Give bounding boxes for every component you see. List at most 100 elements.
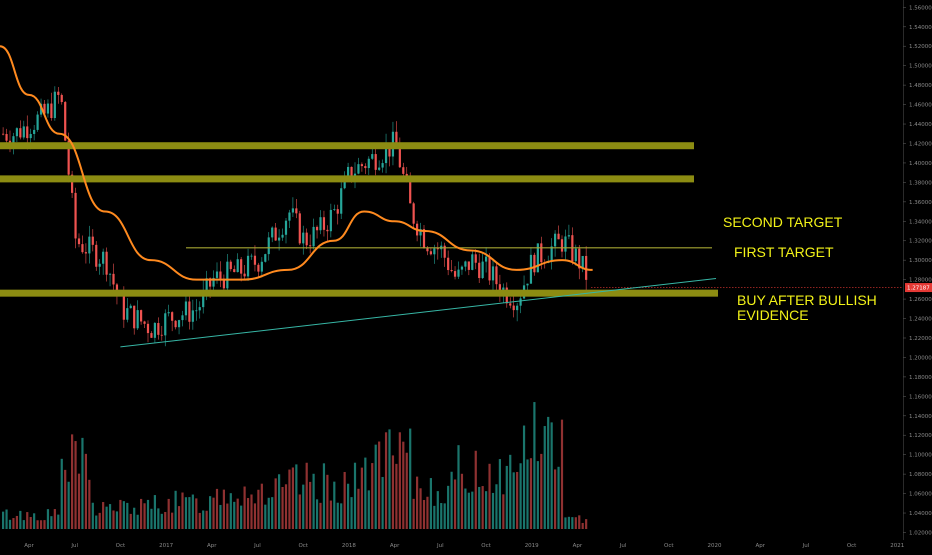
volume-bar (491, 492, 495, 529)
volume-bar (360, 467, 363, 529)
candle-body (312, 226, 315, 247)
volume-bar (46, 509, 50, 529)
volume-bar (288, 469, 291, 529)
annotation-evidence: EVIDENCE (737, 307, 809, 323)
candle-body (150, 333, 153, 338)
volume-bar (533, 402, 536, 529)
y-tick-label: 1.32000 (909, 239, 932, 245)
volume-bar (481, 486, 484, 529)
y-tick-label: 1.26000 (909, 297, 932, 303)
volume-bar (77, 473, 81, 529)
current-price-tag: 1.27187 (905, 283, 932, 293)
candle-body (129, 305, 132, 309)
candle-body (167, 312, 170, 314)
volume-bar (398, 432, 401, 529)
y-tick-label: 1.48000 (909, 83, 932, 89)
y-tick-label: 1.38000 (909, 180, 932, 186)
candle-body (57, 91, 60, 95)
volume-bar (374, 444, 377, 529)
candle-body (433, 248, 436, 255)
x-tick-label: Oct (664, 543, 674, 549)
candle-body (529, 254, 533, 284)
y-tick-label: 1.36000 (909, 200, 932, 206)
volume-bar (50, 516, 53, 529)
candle-body (243, 273, 246, 277)
volume-bar (367, 490, 370, 529)
volume-bar (447, 485, 450, 529)
candle-body (464, 261, 467, 267)
volume-bar (560, 419, 564, 529)
volume-bar (274, 478, 277, 529)
candle-body (195, 310, 198, 312)
candlesticks (2, 86, 588, 347)
candle-body (302, 232, 305, 244)
y-tick-label: 1.08000 (909, 472, 932, 478)
y-axis-ticks[interactable]: 1.56000 1.54000 1.52000 1.50000 1.48000 1.460… (903, 5, 932, 536)
volume-bar (53, 509, 56, 529)
volume-bar (536, 461, 539, 529)
volume-bar (322, 463, 326, 529)
candle-body (105, 251, 108, 275)
volume-bar (409, 428, 412, 529)
y-tick-label: 1.54000 (909, 25, 932, 31)
volume-bar (478, 486, 481, 529)
volume-bar (5, 509, 8, 529)
volume-bar (522, 425, 526, 529)
volume-bar (309, 481, 312, 529)
candle-body (184, 301, 188, 316)
candle-body (485, 256, 488, 262)
volume-bar (250, 494, 253, 529)
candle-body (533, 254, 536, 273)
volume-bar (516, 471, 519, 529)
x-tick-label: Jul (619, 543, 627, 549)
candle-body (84, 252, 87, 254)
volume-bar (191, 494, 194, 529)
candle-body (250, 255, 253, 257)
volume-bar (422, 500, 426, 529)
y-tick-label: 1.02000 (909, 530, 932, 536)
volume-bar (547, 416, 550, 529)
x-tick-label: Apr (24, 543, 34, 549)
candle-body (554, 233, 557, 247)
volume-bar (181, 492, 184, 529)
volume-bar (126, 502, 129, 529)
volume-bar (571, 517, 574, 529)
volume-bar (529, 458, 533, 529)
candle-body (364, 166, 367, 169)
candle-body (271, 227, 274, 238)
candle-body (64, 102, 67, 141)
volume-bar (167, 498, 170, 529)
volume-bar (26, 512, 29, 529)
volume-bar (233, 501, 236, 529)
candle-body (39, 103, 43, 115)
volume-bar (278, 474, 281, 529)
candle-body (222, 278, 225, 289)
volume-bar (319, 502, 322, 529)
volume-bar (350, 497, 353, 529)
candle-body (91, 236, 94, 245)
volume-bar (443, 503, 446, 529)
volume-bar (315, 499, 319, 529)
volume-bar (81, 437, 84, 529)
volume-bar (22, 520, 25, 529)
candle-body (143, 321, 146, 324)
volume-bar (198, 512, 201, 529)
horizontal-levels (0, 142, 903, 297)
candle-body (164, 313, 167, 336)
volume-bar (95, 515, 98, 529)
y-tick-label: 1.04000 (909, 511, 932, 517)
candle-body (426, 247, 429, 252)
candle-body (74, 192, 77, 239)
volume-bar (108, 504, 112, 529)
candle-body (384, 145, 388, 164)
volume-bar (388, 429, 391, 529)
x-axis-ticks[interactable]: Apr Jul Oct 2017 Apr Jul Oct 2018 Apr Jul Oct 2019 A… (24, 543, 904, 549)
volume-bar (436, 491, 439, 529)
candle-body (95, 244, 98, 267)
candle-body (516, 305, 519, 311)
candle-body (108, 273, 112, 275)
volume-bar (305, 462, 308, 529)
